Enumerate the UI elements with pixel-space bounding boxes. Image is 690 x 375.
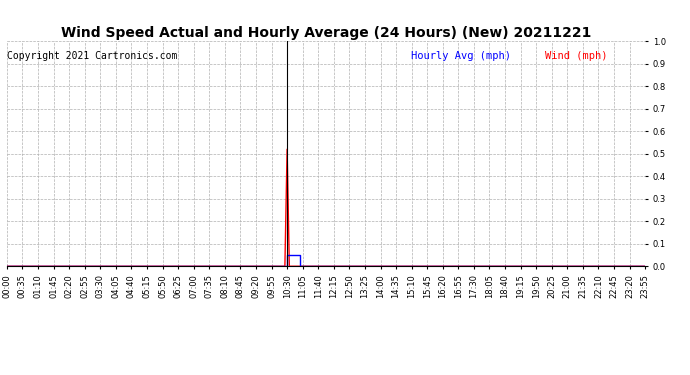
- Title: Wind Speed Actual and Hourly Average (24 Hours) (New) 20211221: Wind Speed Actual and Hourly Average (24…: [61, 26, 591, 40]
- Text: Copyright 2021 Cartronics.com: Copyright 2021 Cartronics.com: [7, 51, 177, 61]
- Text: Hourly Avg (mph): Hourly Avg (mph): [411, 51, 511, 61]
- Text: Wind (mph): Wind (mph): [545, 51, 608, 61]
